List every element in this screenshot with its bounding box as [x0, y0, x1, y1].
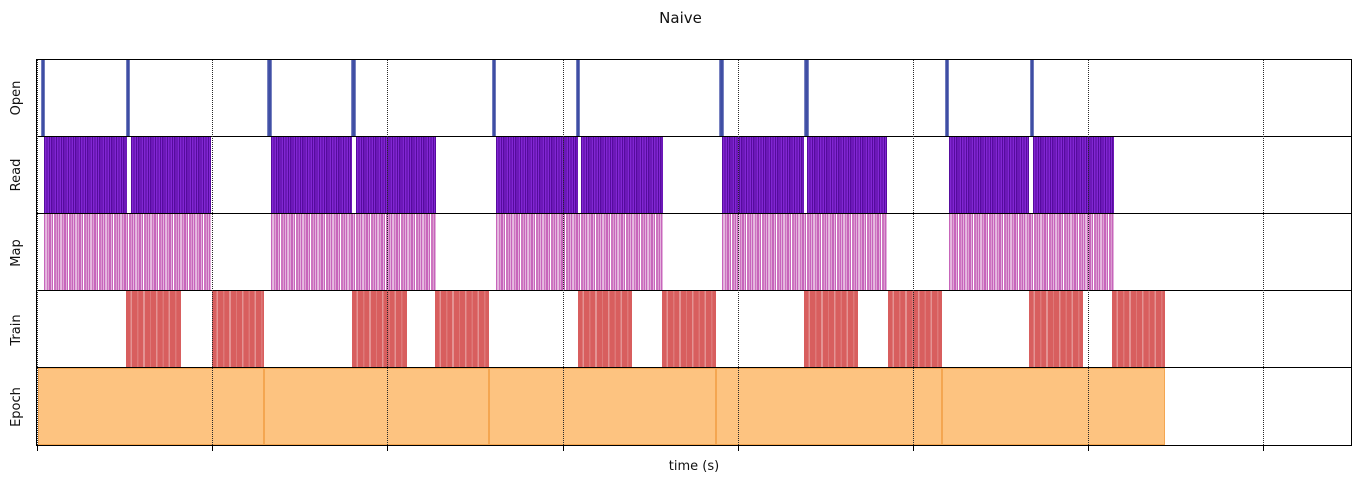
epoch-separator [488, 368, 490, 445]
open-event-line [125, 60, 131, 136]
open-event-line [267, 60, 272, 136]
read-block [356, 137, 437, 213]
map-block [722, 214, 888, 290]
open-event-line [804, 60, 809, 136]
train-block [1028, 291, 1083, 367]
map-block [271, 214, 437, 290]
open-event-line [491, 60, 497, 136]
train-block [804, 291, 859, 367]
y-axis-label-map: Map [9, 238, 24, 267]
x-axis-tick [737, 445, 739, 451]
epoch-separator [262, 368, 265, 445]
train-block [435, 291, 489, 367]
epoch-block [489, 368, 717, 445]
read-block [1032, 137, 1114, 213]
y-axis-label-train: Train [9, 314, 24, 346]
x-axis-tick [913, 445, 915, 451]
read-block [948, 137, 1029, 213]
track-map [37, 214, 1351, 291]
epoch-separator [715, 368, 718, 445]
chart-title: Naive [659, 9, 702, 27]
epoch-block [941, 368, 1166, 445]
read-block [271, 137, 353, 213]
y-axis-label-epoch: Epoch [9, 387, 24, 428]
x-axis-tick [562, 445, 564, 451]
map-block [44, 214, 211, 290]
x-axis-tick [387, 445, 389, 451]
read-block [580, 137, 663, 213]
track-open [37, 60, 1351, 137]
read-block [807, 137, 888, 213]
x-axis-tick [1263, 445, 1265, 451]
open-event-line [719, 60, 724, 136]
train-block [1111, 291, 1166, 367]
epoch-block [716, 368, 942, 445]
x-axis-tick [1088, 445, 1090, 451]
open-event-line [1029, 60, 1034, 136]
map-block [495, 214, 663, 290]
train-block [125, 291, 181, 367]
x-axis-tick [37, 445, 38, 451]
y-axis-label-read: Read [9, 158, 24, 192]
train-block [661, 291, 717, 367]
train-block [211, 291, 264, 367]
epoch-block [263, 368, 489, 445]
y-axis-label-open: Open [9, 80, 24, 116]
train-block [577, 291, 632, 367]
x-axis-label: time (s) [668, 459, 720, 474]
train-block [888, 291, 942, 367]
read-block [130, 137, 211, 213]
plot-area [36, 59, 1352, 451]
track-train [37, 291, 1351, 368]
read-block [722, 137, 805, 213]
track-read [37, 137, 1351, 214]
open-event-line [575, 60, 581, 136]
epoch-block [38, 368, 264, 445]
open-event-line [351, 60, 356, 136]
open-event-line [40, 60, 46, 136]
map-block [948, 214, 1114, 290]
read-block [44, 137, 127, 213]
track-epoch [37, 368, 1351, 445]
open-event-line [944, 60, 950, 136]
x-axis-tick [212, 445, 214, 451]
read-block [495, 137, 578, 213]
train-block [352, 291, 408, 367]
epoch-separator [941, 368, 943, 445]
